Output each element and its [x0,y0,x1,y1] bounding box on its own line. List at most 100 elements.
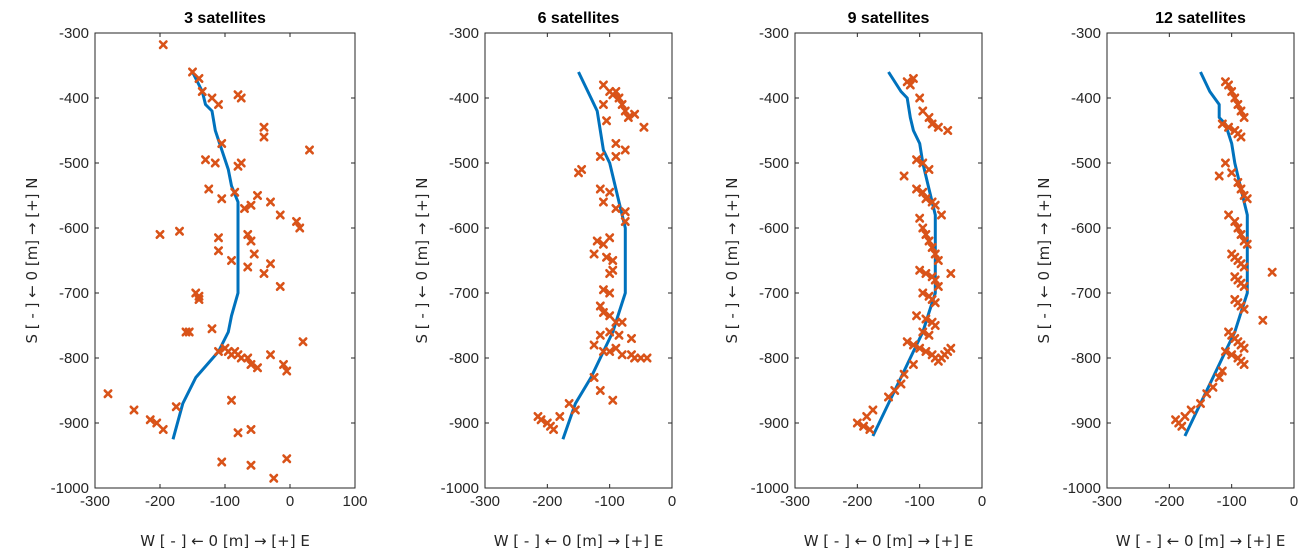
data-point [912,155,922,165]
data-point [623,113,633,122]
y-tick-label: -900 [449,415,479,432]
data-point [930,298,940,308]
data-point [598,239,608,249]
data-point [259,132,269,142]
chart-title: 12 satellites [1155,10,1246,27]
data-point [630,109,640,119]
data-point [1236,184,1246,194]
data-point [171,402,181,412]
chart-panel: 12 satellites-300 -200 -100 0-300-400-500-6… [1035,10,1298,550]
data-point [927,119,937,129]
data-point [598,100,608,109]
data-point [1239,262,1249,272]
series-path-line [871,71,937,437]
data-point [230,187,240,197]
data-point [1220,158,1230,168]
data-point [620,217,630,226]
data-point [1177,421,1187,431]
x-tick-label: -200 [1154,493,1184,510]
data-point [927,243,937,252]
data-point [1196,399,1205,408]
y-tick-label: -600 [59,220,89,237]
data-point [1242,239,1252,249]
data-point [589,340,599,350]
y-tick-label: -800 [449,350,479,367]
data-point [282,454,292,464]
x-axis-label: W [ - ] ← 0 [m] → [+] E [140,532,310,550]
data-point [630,353,640,363]
data-point [636,353,646,363]
x-tick-label: -200 [145,493,175,510]
data-point [865,425,875,434]
data-point [217,194,227,204]
y-tick-label: -700 [449,285,479,302]
data-point [1233,100,1243,109]
y-tick-label: -1000 [751,480,789,497]
data-point [236,353,246,363]
y-axis-label: S [ - ] ← 0 [m] → [+] N [413,177,431,343]
y-tick-label: -500 [59,155,89,172]
data-point [930,200,940,210]
data-point [918,327,928,337]
data-point [298,337,308,347]
data-point [1230,217,1240,226]
data-point [1239,304,1249,314]
data-point [207,93,217,103]
chart-title: 9 satellites [848,10,930,27]
data-point [602,252,612,262]
data-point [204,184,214,194]
data-point [184,327,194,337]
x-axis-label: W [ - ] ← 0 [m] → [+] E [494,532,664,550]
data-point [908,340,918,350]
data-point [1236,132,1246,142]
data-point [905,80,915,90]
y-tick-label: -700 [59,285,89,302]
data-point [589,373,599,382]
data-point [197,87,207,96]
data-point [574,168,583,178]
y-tick-label: -900 [759,415,789,432]
data-point [227,395,236,405]
data-point [884,392,893,402]
y-axis-label: S [ - ] ← 0 [m] → [+] N [1035,177,1053,343]
data-point [608,395,618,405]
data-point [214,100,223,109]
data-point [188,67,197,77]
data-point [921,269,931,278]
y-tick-label: -300 [59,25,89,42]
data-point [598,347,608,356]
data-point [890,386,900,395]
data-point [611,152,621,161]
data-point [227,256,236,265]
data-point [642,353,652,363]
data-point [1227,87,1237,96]
x-tick-label: 100 [342,493,367,510]
data-point [611,343,621,353]
x-tick-label: -200 [532,493,562,510]
data-point [1239,113,1249,122]
y-tick-label: -700 [759,285,789,302]
chart-panel: 3 satellites-300 -200 -100 0 100-300-400-500… [23,10,368,550]
data-point [152,418,162,428]
data-point [936,210,946,220]
data-point [921,314,931,324]
data-point [617,100,627,109]
data-point [912,311,922,321]
data-point [862,412,872,421]
y-tick-label: -400 [1071,90,1101,107]
data-point [899,369,909,379]
data-point [266,259,275,269]
data-point [214,233,223,243]
data-point [214,347,223,356]
data-point [1224,210,1234,220]
data-point [1236,230,1246,239]
data-point [617,317,627,327]
y-tick-label: -500 [759,155,789,172]
y-tick-label: -800 [1071,350,1101,367]
data-point [549,425,559,434]
data-point [240,204,249,213]
data-point [1233,223,1243,233]
data-point [595,184,605,194]
y-tick-label: -600 [449,220,479,237]
x-tick-label: -300 [780,493,810,510]
